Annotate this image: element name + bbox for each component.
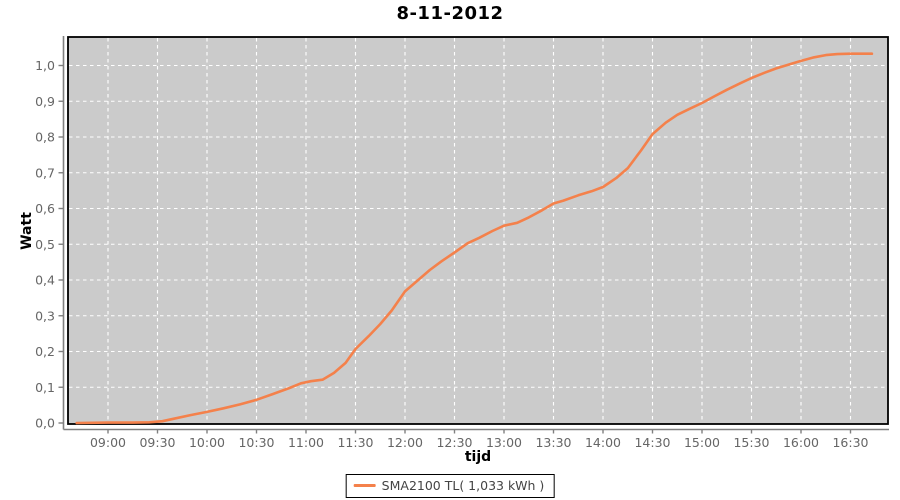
y-tick-label: 0,0 [35, 416, 55, 431]
y-tick-label: 0,9 [35, 94, 55, 109]
y-axis-title: Watt [19, 212, 35, 250]
x-axis-title: tijd [464, 449, 492, 465]
y-tick-label: 0,3 [35, 308, 55, 323]
y-tick-label: 1,0 [35, 58, 55, 73]
x-tick-label: 16:30 [832, 435, 868, 450]
chart-title: 8-11-2012 [396, 3, 504, 24]
x-tick-label: 09:30 [139, 435, 175, 450]
legend-series-swatch [353, 484, 376, 487]
y-tick-label: 0,5 [35, 237, 55, 252]
y-tick-label: 0,6 [35, 201, 55, 216]
x-tick-label: 13:00 [486, 435, 522, 450]
legend-box: SMA2100 TL( 1,033 kWh ) [345, 474, 555, 498]
x-tick-label: 12:30 [436, 435, 472, 450]
x-tick-label: 11:30 [337, 435, 373, 450]
y-tick-label: 0,4 [35, 273, 55, 288]
x-tick-label: 13:30 [535, 435, 571, 450]
x-tick-label: 15:30 [733, 435, 769, 450]
x-tick-label: 12:00 [387, 435, 423, 450]
x-tick-label: 10:00 [189, 435, 225, 450]
x-tick-label: 11:00 [288, 435, 324, 450]
y-tick-label: 0,8 [35, 130, 55, 145]
x-tick-label: 14:00 [585, 435, 621, 450]
x-tick-label: 09:00 [90, 435, 126, 450]
x-tick-label: 15:00 [684, 435, 720, 450]
legend-series-label: SMA2100 TL( 1,033 kWh ) [381, 478, 545, 493]
y-tick-label: 0,7 [35, 165, 55, 180]
x-tick-label: 14:30 [634, 435, 670, 450]
x-tick-label: 16:00 [783, 435, 819, 450]
y-tick-label: 0,2 [35, 344, 55, 359]
x-tick-label: 10:30 [238, 435, 274, 450]
y-tick-label: 0,1 [35, 380, 55, 395]
